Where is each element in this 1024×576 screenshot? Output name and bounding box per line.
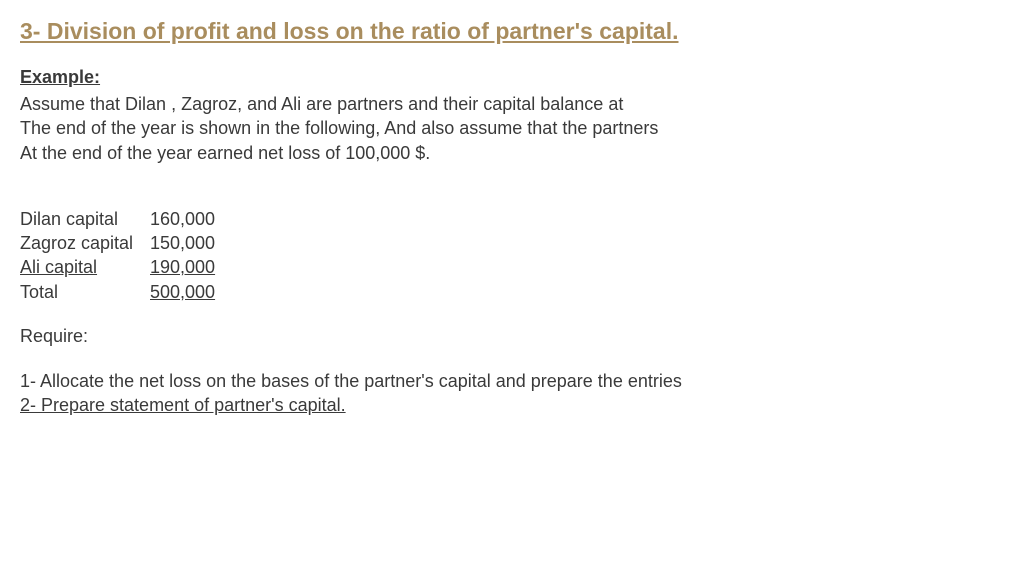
- capital-value: 190,000: [150, 255, 240, 279]
- requirement-item-2: 2- Prepare statement of partner's capita…: [20, 393, 1004, 417]
- require-heading: Require:: [20, 326, 1004, 347]
- total-label: Total: [20, 280, 150, 304]
- capital-table: Dilan capital 160,000 Zagroz capital 150…: [20, 207, 1004, 304]
- table-row: Ali capital 190,000: [20, 255, 1004, 279]
- paragraph-line-1: Assume that Dilan , Zagroz, and Ali are …: [20, 92, 1004, 116]
- example-heading: Example:: [20, 67, 1004, 88]
- capital-label: Dilan capital: [20, 207, 150, 231]
- capital-label: Ali capital: [20, 255, 150, 279]
- requirement-item-1: 1- Allocate the net loss on the bases of…: [20, 369, 1004, 393]
- capital-value: 150,000: [150, 231, 240, 255]
- table-row: Zagroz capital 150,000: [20, 231, 1004, 255]
- paragraph-line-3: At the end of the year earned net loss o…: [20, 141, 1004, 165]
- paragraph-line-2: The end of the year is shown in the foll…: [20, 116, 1004, 140]
- table-total-row: Total 500,000: [20, 280, 1004, 304]
- capital-value: 160,000: [150, 207, 240, 231]
- total-value: 500,000: [150, 280, 240, 304]
- page-title: 3- Division of profit and loss on the ra…: [20, 18, 1004, 45]
- table-row: Dilan capital 160,000: [20, 207, 1004, 231]
- capital-label: Zagroz capital: [20, 231, 150, 255]
